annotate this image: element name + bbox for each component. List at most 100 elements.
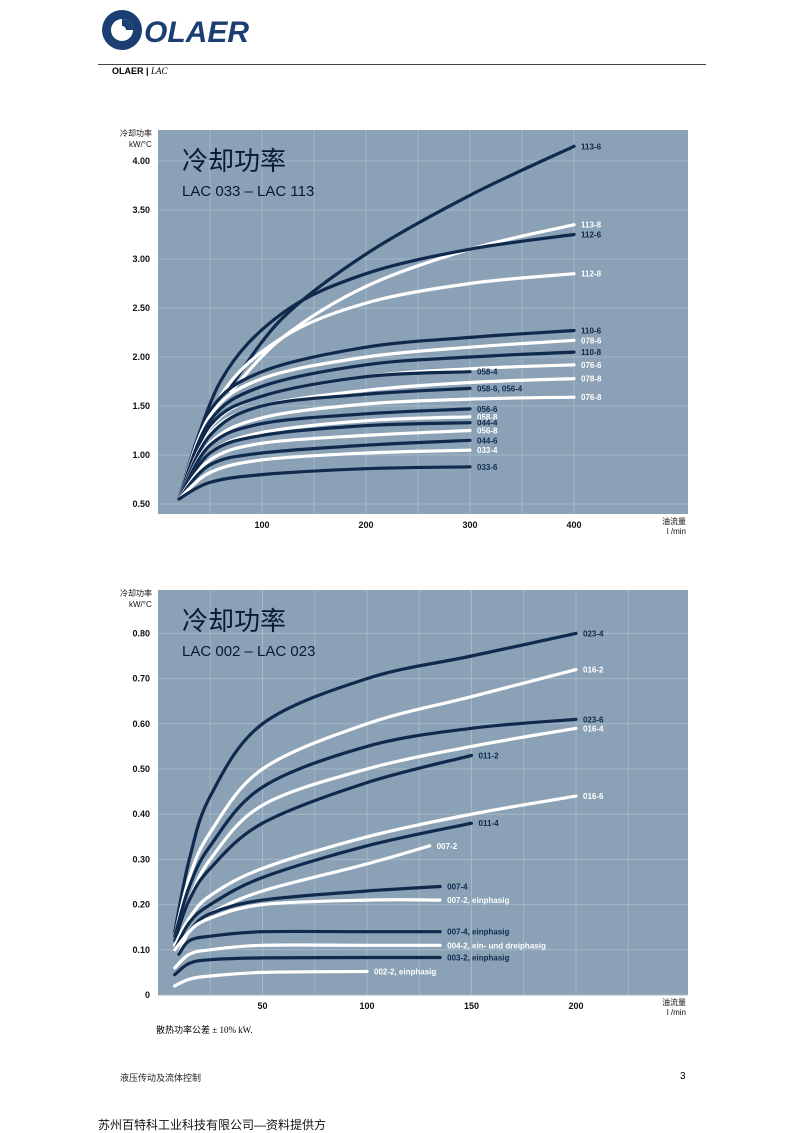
- chart-subtitle: LAC 033 – LAC 113: [182, 183, 314, 200]
- series-line: [177, 421, 472, 501]
- x-tick-label: 300: [462, 520, 477, 530]
- series-label: 058-8: [477, 413, 498, 422]
- series-label: 110-6: [581, 327, 602, 336]
- series-line: [177, 370, 472, 501]
- series-line: [177, 929, 442, 956]
- cooling-power-chart-lac002-023: 0 0.10 0.20 0.30 0.40 0.50 0.60 0.70 0.80 50 100 15…: [120, 588, 688, 1017]
- series-label: 044-4: [477, 419, 498, 428]
- series-label: 078-6: [581, 336, 602, 345]
- series-label: 007-2: [437, 842, 458, 851]
- y-axis-unit: kW/°C: [129, 600, 152, 609]
- plot-panel: [158, 590, 688, 995]
- series-line: [177, 448, 472, 501]
- series-line: [177, 328, 576, 501]
- y-tick-label: 3.50: [132, 205, 150, 215]
- series-label: 056-8: [477, 427, 498, 436]
- chart-title: 冷却功率: [182, 147, 286, 177]
- x-tick-label: 200: [358, 520, 373, 530]
- x-axis-unit: l /min: [667, 527, 686, 536]
- olaer-logo: OLAER: [98, 6, 298, 56]
- series-line: [177, 465, 472, 501]
- series-label: 007-4: [447, 883, 468, 892]
- footer-company: 苏州百特科工业科技有限公司—资料提供方: [98, 1118, 327, 1132]
- chart-title: 冷却功率: [182, 607, 286, 637]
- series-label: 044-6: [477, 436, 498, 445]
- series-line: [173, 794, 578, 947]
- series-line: [177, 428, 472, 501]
- series-label: 110-8: [581, 348, 602, 357]
- series-label: 011-2: [479, 751, 500, 760]
- x-tick-label: 150: [464, 1001, 479, 1011]
- series-line: [173, 717, 578, 938]
- series-label: 076-8: [581, 393, 602, 402]
- series-label: 016-4: [583, 724, 604, 733]
- series-line: [173, 969, 369, 988]
- y-tick-label: 1.00: [132, 450, 150, 460]
- series-line: [177, 898, 442, 956]
- series-label: 007-4, einphasig: [447, 928, 509, 937]
- series-line: [229, 223, 576, 393]
- y-tick-label: 4.00: [132, 156, 150, 166]
- series-line: [173, 821, 474, 952]
- brand-wordmark: OLAER: [144, 16, 249, 49]
- series-line: [177, 438, 472, 501]
- y-tick-label: 1.50: [132, 401, 150, 411]
- series-label: 113-6: [581, 142, 602, 151]
- y-tick-label: 0.10: [132, 945, 150, 955]
- y-tick-label: 3.00: [132, 254, 150, 264]
- series-line: [173, 753, 474, 943]
- y-tick-label: 0.30: [132, 854, 150, 864]
- header-divider: [98, 64, 706, 65]
- series-label: 002-2, einphasig: [374, 967, 436, 976]
- series-label: 004-2, ein- und dreiphasig: [447, 941, 546, 950]
- x-tick-label: 100: [254, 520, 269, 530]
- series-label: 058-4: [477, 368, 498, 377]
- y-tick-label: 0.40: [132, 809, 150, 819]
- x-tick-label: 200: [568, 1001, 583, 1011]
- series-label: 056-6: [477, 405, 498, 414]
- x-tick-label: 50: [257, 1001, 267, 1011]
- y-tick-label: 0.70: [132, 674, 150, 684]
- x-tick-label: 400: [566, 520, 581, 530]
- series-line: [177, 232, 576, 501]
- series-label: 033-4: [477, 446, 498, 455]
- y-tick-label: 0: [145, 990, 150, 1000]
- series-label: 011-4: [479, 819, 500, 828]
- series-label: 023-4: [583, 629, 604, 638]
- series-label: 078-8: [581, 375, 602, 384]
- header-product-label: LAC: [151, 66, 168, 76]
- header-brand-label: OLAER |: [112, 66, 149, 76]
- y-axis-unit: kW/°C: [129, 140, 152, 149]
- series-label: 112-6: [581, 231, 602, 240]
- series-line: [229, 144, 576, 388]
- y-tick-label: 0.60: [132, 719, 150, 729]
- x-axis-label: 油流量: [662, 997, 686, 1007]
- x-axis-label: 油流量: [662, 516, 686, 526]
- x-axis-unit: l /min: [667, 1008, 686, 1017]
- cooling-power-chart-lac033-113: 0.50 1.00 1.50 2.00 2.50 3.00 3.50 4.00 100 200 30…: [120, 128, 688, 536]
- series-label: 016-2: [583, 666, 604, 675]
- y-tick-label: 0.20: [132, 900, 150, 910]
- series-line: [177, 350, 576, 501]
- page-number: 3: [680, 1071, 686, 1082]
- y-tick-label: 0.50: [132, 764, 150, 774]
- series-line: [177, 386, 472, 501]
- series-line: [177, 407, 472, 501]
- series-label: 058-6, 056-4: [477, 384, 523, 393]
- series-label: 112-8: [581, 270, 602, 279]
- series-label: 076-6: [581, 361, 602, 370]
- y-tick-label: 2.50: [132, 303, 150, 313]
- series-line: [177, 338, 576, 501]
- chart-subtitle: LAC 002 – LAC 023: [182, 643, 315, 660]
- tolerance-footnote: 散热功率公差 ± 10% kW.: [156, 1025, 253, 1035]
- header-subtitle: OLAER | LAC: [112, 66, 168, 76]
- y-tick-label: 2.00: [132, 352, 150, 362]
- series-line: [173, 668, 578, 938]
- series-label: 007-2, einphasig: [447, 896, 509, 905]
- x-tick-label: 100: [359, 1001, 374, 1011]
- footer-title: 液压传动及流体控制: [120, 1073, 202, 1083]
- series-label: 033-6: [477, 463, 498, 472]
- y-axis-label: 冷却功率: [120, 588, 152, 598]
- y-tick-label: 0.80: [132, 628, 150, 638]
- series-label: 003-2, einphasig: [447, 953, 509, 962]
